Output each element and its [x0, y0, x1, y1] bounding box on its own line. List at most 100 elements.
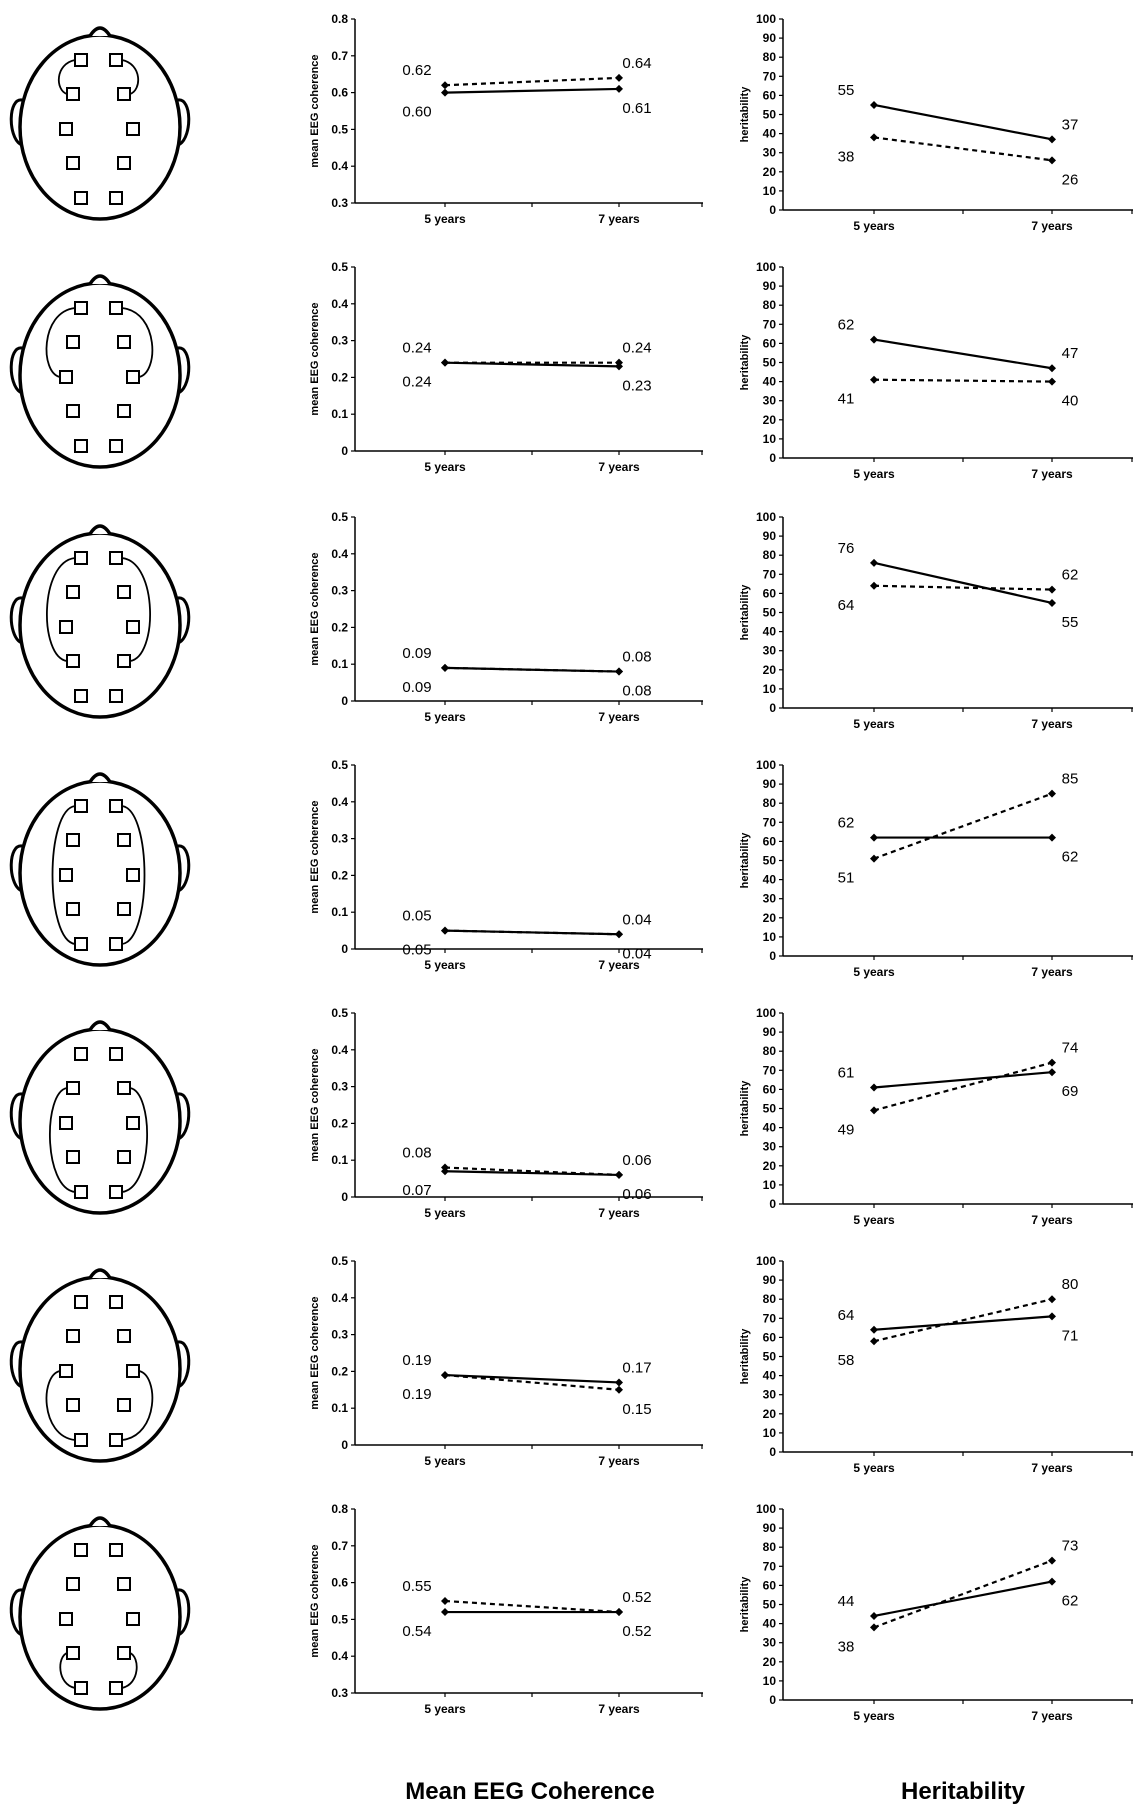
x-tick-label: 5 years — [424, 1206, 466, 1220]
electrode — [109, 439, 123, 453]
y-tick-label: 0.5 — [331, 1612, 348, 1626]
dashed-series-marker — [870, 1106, 878, 1115]
electrode — [117, 1646, 131, 1660]
y-tick-label: 90 — [763, 1521, 777, 1535]
coherence-arc-right — [121, 557, 151, 662]
y-tick-label: 100 — [756, 510, 776, 524]
electrode — [59, 122, 73, 136]
y-tick-label: 0 — [341, 444, 348, 458]
coherence-arc-right — [121, 1087, 149, 1193]
y-tick-label: 70 — [763, 1559, 777, 1573]
dashed-data-label: 0.19 — [402, 1352, 431, 1369]
solid-series-marker — [870, 1325, 878, 1334]
y-axis-label: mean EEG coherence — [309, 54, 321, 167]
y-tick-label: 10 — [763, 432, 777, 446]
dashed-data-label: 74 — [1062, 1040, 1079, 1057]
dashed-series-marker — [870, 581, 878, 590]
y-tick-label: 20 — [763, 1655, 777, 1669]
electrode — [117, 902, 131, 916]
solid-series-line — [444, 1373, 620, 1384]
solid-series-marker — [615, 930, 623, 939]
dashed-series-line — [444, 76, 620, 87]
coherence-chart-5: 0 0.1 0.2 0.3 0.4 0.5 5 years 7 years mean EEG c… — [309, 1006, 703, 1220]
y-tick-label: 60 — [763, 88, 777, 102]
electrode — [66, 1329, 80, 1343]
dashed-series-marker — [870, 133, 878, 142]
x-tick-label: 7 years — [598, 1454, 640, 1468]
dashed-data-label: 0.55 — [402, 1578, 431, 1595]
solid-data-label: 0.24 — [402, 374, 431, 391]
solid-data-label: 62 — [838, 815, 855, 832]
dashed-data-label: 58 — [838, 1352, 855, 1369]
heritability-chart-2: 0 10 20 30 40 50 60 70 80 90 100 5 years 7 years heri… — [739, 260, 1133, 481]
electrode — [109, 799, 123, 813]
solid-series-marker — [615, 84, 623, 93]
electrode — [117, 1577, 131, 1591]
solid-series-marker — [1048, 135, 1056, 144]
electrode — [109, 1433, 123, 1447]
electrode — [109, 1295, 123, 1309]
y-axis-label: heritability — [739, 86, 751, 143]
y-tick-label: 10 — [763, 1178, 777, 1192]
x-tick-label: 5 years — [853, 1213, 895, 1227]
y-tick-label: 0.3 — [331, 832, 348, 846]
x-tick-label: 7 years — [1031, 965, 1073, 979]
dashed-data-label: 85 — [1062, 771, 1079, 788]
y-tick-label: 50 — [763, 854, 777, 868]
solid-data-label: 0.07 — [402, 1182, 431, 1199]
solid-series-marker — [615, 1170, 623, 1179]
y-tick-label: 30 — [763, 644, 777, 658]
heritability-chart-3: 0 10 20 30 40 50 60 70 80 90 100 5 years 7 years heri… — [739, 510, 1133, 731]
dashed-data-label: 0.08 — [402, 1145, 431, 1162]
electrode — [74, 1047, 88, 1061]
electrode — [117, 654, 131, 668]
y-tick-label: 90 — [763, 31, 777, 45]
x-tick-label: 5 years — [853, 467, 895, 481]
y-tick-label: 80 — [763, 1292, 777, 1306]
solid-data-label: 0.08 — [622, 683, 651, 700]
electrode — [66, 833, 80, 847]
solid-series-line — [444, 361, 620, 368]
solid-data-label: 55 — [838, 82, 855, 99]
y-tick-label: 0.5 — [331, 510, 348, 524]
y-axis-label: heritability — [739, 1080, 751, 1137]
coherence-chart-6: 0 0.1 0.2 0.3 0.4 0.5 5 years 7 years mean EEG c… — [309, 1254, 703, 1468]
y-tick-label: 70 — [763, 317, 777, 331]
dashed-series-line — [873, 378, 1053, 383]
solid-series-marker — [441, 663, 449, 672]
electrode — [117, 585, 131, 599]
solid-data-label: 0.23 — [622, 377, 651, 394]
x-tick-label: 5 years — [424, 1454, 466, 1468]
y-tick-label: 100 — [756, 12, 776, 26]
x-tick-label: 5 years — [424, 1702, 466, 1716]
coherence-arc-left — [45, 1370, 76, 1441]
x-tick-label: 7 years — [1031, 717, 1073, 731]
y-tick-label: 10 — [763, 184, 777, 198]
electrode — [109, 301, 123, 315]
y-tick-label: 0 — [341, 1190, 348, 1204]
dashed-series-marker — [1048, 789, 1056, 798]
dashed-data-label: 51 — [838, 870, 855, 887]
x-tick-label: 7 years — [598, 460, 640, 474]
dashed-series-line — [873, 136, 1053, 162]
coherence-arc-right — [121, 1652, 138, 1689]
solid-series-marker — [870, 1611, 878, 1620]
coherence-arc-right — [121, 307, 154, 378]
y-tick-label: 50 — [763, 356, 777, 370]
coherence-arc-left — [59, 1652, 76, 1689]
solid-data-label: 62 — [1062, 849, 1079, 866]
electrode — [66, 1646, 80, 1660]
y-tick-label: 100 — [756, 260, 776, 274]
heritability-chart-5: 0 10 20 30 40 50 60 70 80 90 100 5 years 7 years heri… — [739, 1006, 1133, 1227]
y-tick-label: 60 — [763, 834, 777, 848]
nose — [88, 1268, 112, 1279]
dashed-data-label: 0.04 — [622, 911, 651, 928]
y-tick-label: 20 — [763, 1159, 777, 1173]
y-tick-label: 0.2 — [331, 868, 348, 882]
y-tick-label: 100 — [756, 758, 776, 772]
y-axis-label: heritability — [739, 334, 751, 391]
y-axis-label: heritability — [739, 1576, 751, 1633]
solid-series-line — [873, 561, 1053, 605]
electrode — [74, 799, 88, 813]
heritability-chart-6: 0 10 20 30 40 50 60 70 80 90 100 5 years 7 years heri… — [739, 1254, 1133, 1475]
